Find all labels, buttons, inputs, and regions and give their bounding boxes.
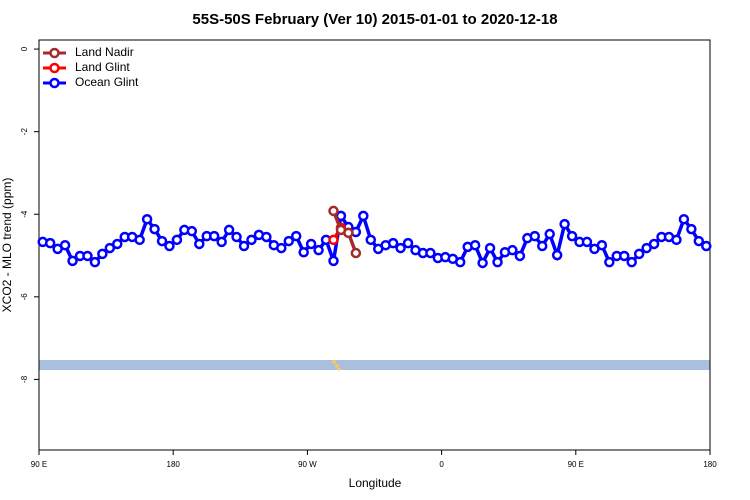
series-point	[686, 223, 697, 235]
series-point	[216, 236, 227, 248]
y-tick-label: 0	[20, 46, 29, 51]
series-point	[305, 238, 317, 250]
series-point	[276, 242, 287, 254]
x-tick-label: 90 E	[568, 460, 584, 469]
series-point	[477, 257, 488, 269]
series-point	[97, 248, 108, 260]
series-point	[223, 224, 235, 236]
series-point	[59, 239, 71, 251]
series-point	[134, 234, 145, 246]
series-point	[104, 242, 116, 254]
series-point	[596, 239, 608, 251]
series-point	[678, 213, 690, 225]
series-point	[387, 237, 399, 249]
series-point	[246, 234, 257, 246]
coverage-dot	[335, 364, 339, 368]
series-point	[156, 235, 168, 247]
coverage-band	[39, 360, 710, 370]
coverage-dot	[337, 367, 341, 371]
series-point	[290, 230, 302, 242]
series-point	[365, 234, 377, 246]
series-point	[164, 240, 175, 252]
series-point	[313, 244, 324, 256]
series-point	[492, 256, 503, 268]
series-point	[641, 242, 652, 254]
series-point	[514, 250, 526, 262]
coverage-dot	[332, 360, 336, 364]
series-point	[395, 242, 406, 254]
series-point	[238, 240, 250, 252]
series-point	[566, 230, 578, 242]
x-tick-label: 0	[439, 460, 444, 469]
series-point	[619, 250, 630, 262]
x-tick-label: 180	[167, 460, 181, 469]
series-point	[693, 235, 705, 247]
series-point	[604, 256, 615, 268]
series-point	[89, 256, 101, 268]
legend-marker	[49, 47, 60, 59]
series-point	[626, 256, 637, 268]
legend-label: Land Nadir	[75, 45, 134, 59]
y-axis-label: XCO2 - MLO trend (ppm)	[0, 178, 14, 313]
series-point	[141, 213, 153, 225]
series-point	[537, 240, 548, 252]
x-tick-label: 90 W	[298, 460, 317, 469]
series-point	[633, 248, 645, 260]
series-point	[581, 236, 593, 248]
chart-title: 55S-50S February (Ver 10) 2015-01-01 to …	[192, 11, 557, 28]
series-point	[671, 234, 682, 246]
legend-marker	[49, 77, 60, 89]
series-point	[194, 238, 205, 250]
y-tick-label: -2	[20, 128, 29, 136]
series-point	[701, 240, 712, 252]
legend-label: Land Glint	[75, 60, 130, 74]
series-point	[171, 234, 183, 246]
x-axis-label: Longitude	[349, 476, 402, 490]
series-point	[112, 238, 123, 250]
series-point	[67, 255, 78, 267]
series-point	[544, 228, 555, 240]
series-point	[358, 210, 369, 222]
series-point	[186, 225, 198, 237]
series-point	[283, 235, 295, 247]
series-point	[350, 247, 362, 259]
series-point	[44, 237, 56, 249]
series-point	[328, 205, 339, 217]
x-tick-label: 180	[703, 460, 717, 469]
legend-marker	[49, 62, 60, 74]
series-point	[529, 230, 541, 242]
series-point	[231, 231, 242, 243]
series-point	[208, 230, 220, 242]
series-point	[149, 223, 160, 235]
legend-label: Ocean Glint	[75, 75, 139, 89]
series-point	[454, 256, 466, 268]
series-point	[551, 249, 563, 261]
y-tick-label: -4	[20, 210, 29, 218]
series-point	[648, 238, 660, 250]
series-point	[559, 218, 570, 230]
series-point	[328, 234, 339, 246]
series-point	[425, 247, 436, 259]
series-point	[343, 227, 354, 239]
series-point	[298, 246, 309, 258]
series-point	[328, 255, 339, 267]
series-point	[261, 231, 272, 243]
series-point	[507, 244, 518, 256]
series-point	[82, 250, 93, 262]
series-point	[469, 239, 481, 251]
y-tick-label: -6	[20, 293, 29, 301]
series-point	[402, 237, 414, 249]
y-tick-label: -8	[20, 375, 29, 383]
series-point	[484, 242, 496, 254]
x-tick-label: 90 E	[31, 460, 47, 469]
